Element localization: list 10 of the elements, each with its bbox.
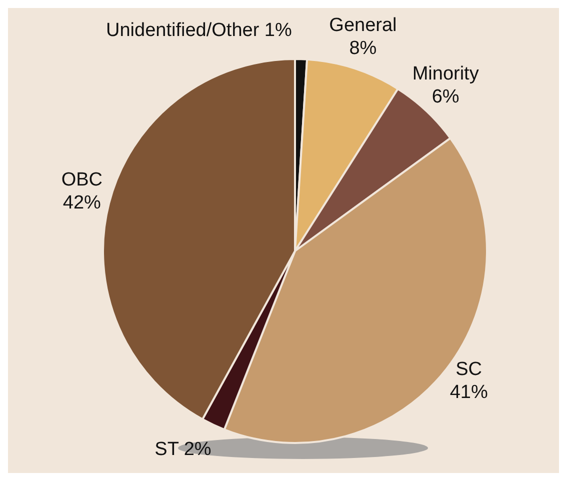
slice-label: OBC [61, 169, 103, 190]
slice-label: Minority [412, 64, 480, 85]
data-label: 42% [62, 192, 102, 214]
slice-label: Unidentified/Other 1% [106, 20, 292, 42]
slice-label: SC [456, 358, 482, 380]
data-label: 8% [349, 38, 377, 59]
slice-label: General [329, 14, 397, 36]
data-label: 41% [450, 382, 488, 403]
data-label: 6% [432, 86, 460, 108]
slice-label: ST 2% [154, 439, 212, 460]
